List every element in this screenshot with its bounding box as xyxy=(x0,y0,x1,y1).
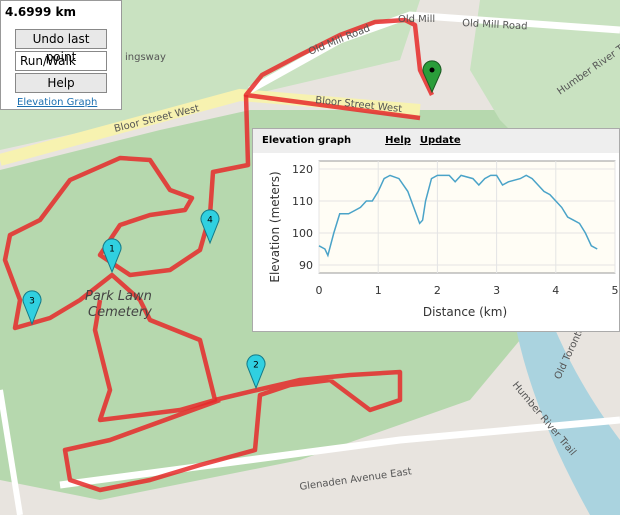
map-label: ingsway xyxy=(125,52,166,63)
map-label: Cemetery xyxy=(88,305,152,320)
road xyxy=(248,11,620,94)
elevation-link[interactable]: Elevation Graph xyxy=(17,97,98,108)
y-tick-label: 100 xyxy=(292,227,313,240)
river xyxy=(510,290,620,515)
marker-label: 4 xyxy=(207,216,213,226)
plot-area xyxy=(318,160,616,274)
map-label: Old Mill Road xyxy=(462,18,528,32)
undo-button[interactable]: Undo last point xyxy=(15,29,107,64)
marker-label: 2 xyxy=(253,361,259,371)
panel-update[interactable]: Update xyxy=(419,135,461,146)
y-tick-label: 120 xyxy=(292,163,313,176)
x-axis-label: Distance (km) xyxy=(423,305,507,319)
road xyxy=(59,416,620,489)
map-label: Old Mill xyxy=(398,14,435,25)
marker-label: 1 xyxy=(109,245,115,255)
route xyxy=(2,17,435,493)
x-tick-label: 3 xyxy=(493,284,500,297)
controls: 4.6999 km Undo last point Run/Walk Help … xyxy=(0,0,122,110)
elevation-line xyxy=(318,174,598,258)
panel-help[interactable]: Help xyxy=(385,135,411,146)
route-marker xyxy=(102,238,122,274)
distance: 4.6999 km xyxy=(5,5,76,19)
x-tick-label: 1 xyxy=(375,284,382,297)
panel-header: Elevation graph Help Update xyxy=(253,129,619,153)
chart: 90 100 110 120 0 1 2 3 4 5 Distance (km) Elevation … xyxy=(268,160,619,319)
map-label: Park Lawn xyxy=(85,289,152,304)
y-axis-label: Elevation (meters) xyxy=(268,171,282,282)
help-button[interactable]: Help xyxy=(15,73,107,93)
x-tick-label: 2 xyxy=(434,284,441,297)
x-tick-label: 5 xyxy=(612,284,619,297)
marker-start[interactable] xyxy=(422,60,442,94)
mode-select[interactable]: Run/Walk xyxy=(15,51,107,71)
marker-label: 3 xyxy=(29,297,35,307)
x-tick-label: 0 xyxy=(316,284,323,297)
route-marker xyxy=(22,290,42,326)
panel-title: Elevation graph xyxy=(262,135,352,146)
x-tick-label: 4 xyxy=(552,284,559,297)
route-marker xyxy=(200,209,220,245)
y-tick-label: 110 xyxy=(292,195,313,208)
road xyxy=(0,389,23,515)
road xyxy=(0,88,421,166)
y-tick-label: 90 xyxy=(299,259,313,272)
elevation-panel: 90 100 110 120 0 1 2 3 4 5 Distance (km) Elevation … xyxy=(252,128,620,332)
route-marker xyxy=(246,354,266,390)
